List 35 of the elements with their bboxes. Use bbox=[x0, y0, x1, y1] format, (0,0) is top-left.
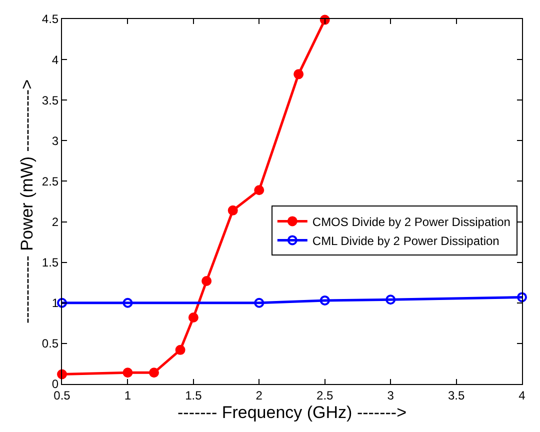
point bbox=[294, 69, 304, 80]
x-tick-label: 1.5 bbox=[185, 388, 202, 402]
y-tick-label: 3 bbox=[52, 134, 59, 148]
point bbox=[175, 344, 186, 355]
point bbox=[122, 298, 133, 308]
y-tick-label: 0.5 bbox=[42, 336, 59, 351]
point bbox=[517, 292, 527, 302]
legend-label: CML Divide by 2 Power Dissipation bbox=[312, 234, 500, 248]
y-tick-label: 0 bbox=[52, 377, 59, 392]
y-tick-label: 4.5 bbox=[42, 12, 59, 26]
y-axis-title: ------------ Power (mW) -----------> bbox=[17, 79, 36, 324]
y-tick-label: 1 bbox=[52, 296, 59, 310]
y-tick-label: 3.5 bbox=[42, 93, 59, 108]
point bbox=[202, 276, 212, 286]
x-tick-label: 2 bbox=[256, 388, 263, 402]
point bbox=[122, 368, 133, 378]
y-tick-label: 2 bbox=[52, 214, 59, 229]
x-tick-label: 1 bbox=[124, 388, 132, 402]
point bbox=[254, 298, 264, 308]
point bbox=[254, 185, 264, 196]
x-tick-label: 2.5 bbox=[316, 388, 334, 402]
point bbox=[320, 295, 330, 306]
y-tick-label: 4 bbox=[52, 52, 59, 67]
point bbox=[228, 205, 238, 216]
y-tick-label: 1.5 bbox=[42, 256, 59, 270]
x-tick-label: 3 bbox=[387, 388, 394, 402]
legend-label: CMOS Divide by 2 Power Dissipation bbox=[312, 214, 510, 229]
point bbox=[188, 312, 198, 322]
x-axis-title: ------- Frequency (GHz) -------> bbox=[178, 402, 407, 422]
point bbox=[149, 368, 159, 378]
x-tick-label: 3.5 bbox=[448, 388, 465, 402]
point bbox=[386, 294, 396, 305]
point bbox=[57, 298, 67, 308]
y-tick-label: 2.5 bbox=[42, 174, 59, 188]
x-tick-label: 4 bbox=[518, 388, 526, 402]
